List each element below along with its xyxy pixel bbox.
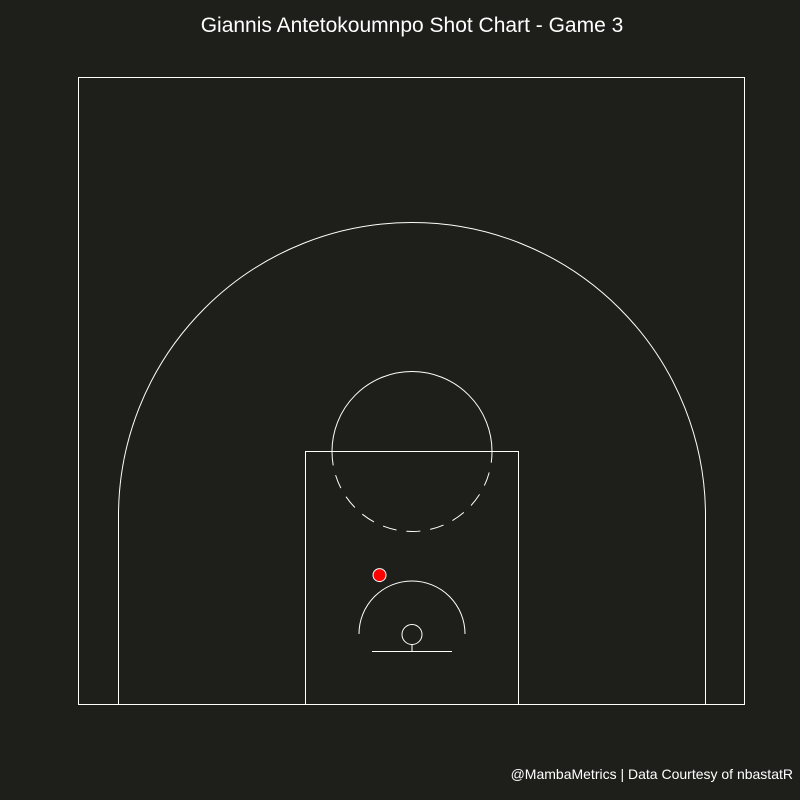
data-credit-caption: @MambaMetrics | Data Courtesy of nbastat…: [510, 766, 793, 782]
rim: [401, 624, 423, 645]
restricted-area: [358, 580, 466, 635]
chart-title: Giannis Antetokoumnpo Shot Chart - Game …: [200, 14, 624, 37]
three-point-line: [118, 222, 706, 705]
shots-layer: [372, 568, 387, 583]
free-throw-circle-bottom-dashed: [331, 451, 493, 532]
paint-lane: [305, 451, 519, 705]
free-throw-circle-top: [331, 371, 493, 452]
court-boundary: [78, 77, 745, 705]
court-lines: [78, 77, 745, 705]
shot-missed-1: [372, 568, 387, 583]
